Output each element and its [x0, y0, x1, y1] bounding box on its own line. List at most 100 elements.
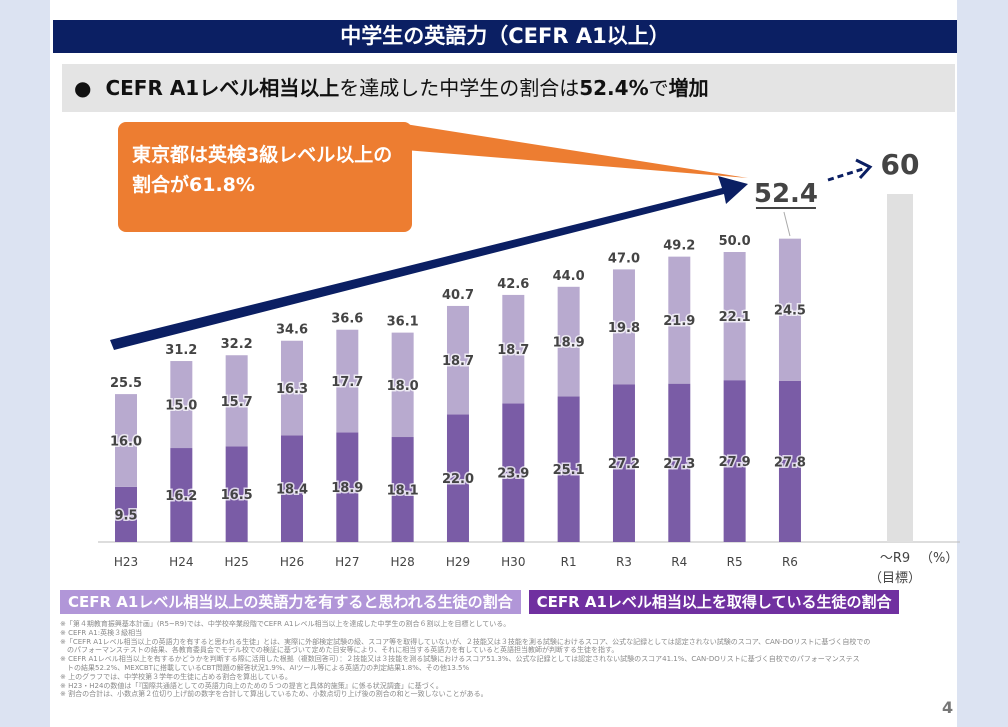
bar-value-label: 18.0: [387, 379, 419, 394]
unit-label: （%）: [920, 551, 958, 566]
total-label: 25.5: [110, 376, 142, 391]
subtitle: ● CEFR A1レベル相当以上を達成した中学生の割合は52.4%で増加: [62, 64, 955, 112]
x-tick-label: H27: [335, 555, 359, 569]
total-label-highlight: 52.4: [754, 179, 818, 209]
bar-value-label: 16.2: [165, 489, 197, 504]
x-tick-label: H29: [446, 555, 470, 569]
bar-segment-top: [557, 286, 580, 397]
bar-value-label: 18.9: [331, 481, 363, 496]
bar-value-label: 25.1: [553, 463, 585, 478]
dashed-arrow: [827, 166, 867, 182]
subtitle-end: で: [648, 76, 669, 100]
footnote: ※「第４期教育振興基本計画」(R5~R9)では、中学校卒業段階でCEFR A1レ…: [60, 620, 511, 628]
bar-value-label: 16.3: [276, 382, 308, 397]
bar-segment-bottom: [778, 380, 801, 542]
bar-segment-bottom: [115, 486, 137, 542]
legend: CEFR A1レベル相当以上の英語力を有すると思われる生徒の割合 CEFR A1…: [60, 590, 900, 614]
bar-value-label: 15.0: [165, 399, 197, 414]
trend-arrow: [110, 176, 748, 350]
bar-value-label: 15.7: [221, 395, 253, 410]
subtitle-bold-1: CEFR A1レベル相当以上: [105, 76, 340, 100]
total-label: 36.6: [331, 312, 363, 327]
subtitle-mid: を達成した中学生の割合は: [339, 76, 580, 100]
bar-value-label: 18.7: [497, 343, 529, 358]
x-tick-sublabel: （目標）: [869, 571, 921, 586]
dashed-arrow-head: [855, 158, 873, 180]
x-tick-label: R3: [616, 555, 632, 569]
bar-segment-bottom: [391, 437, 414, 542]
page-number: 4: [942, 698, 954, 717]
bar-segment-top: [446, 305, 469, 415]
bar-value-label: 18.7: [442, 354, 474, 369]
footnote: ※ CEFR A1:英検３級相当: [60, 628, 143, 637]
bar-segment-bottom: [225, 446, 248, 542]
bar-value-label: 18.1: [387, 484, 419, 499]
bar-value-label: 22.0: [442, 472, 474, 487]
footnote: ※ 上のグラフでは、中学校第３学年の生徒に占める割合を算出している。: [60, 672, 292, 681]
x-tick-label: H26: [280, 555, 304, 569]
bar-segment-bottom: [336, 432, 359, 542]
bullet: ●: [74, 76, 92, 100]
bar-segment-top: [502, 294, 525, 404]
x-tick-label: H24: [169, 555, 193, 569]
total-label: 49.2: [663, 239, 695, 254]
total-label: 32.2: [221, 337, 253, 352]
footnote: ※ 割合の合計は、小数点第２位切り上げ前の数字を合計して算出しているため、小数点…: [60, 690, 488, 699]
bar-value-label: 21.9: [663, 314, 695, 329]
page-title: 中学生の英語力（CEFR A1以上）: [53, 20, 957, 53]
bar-value-label: 24.5: [774, 304, 806, 319]
bar-value-label: 16.0: [110, 435, 142, 450]
callout-tail: [405, 124, 748, 178]
footnote: ※「CEFR A1レベル相当以上の英語力を有すると思われる生徒」とは、実際に外部…: [60, 637, 871, 646]
bar-value-label: 9.5: [114, 508, 137, 523]
total-label: 47.0: [608, 251, 640, 266]
leader-line: [783, 211, 791, 237]
x-tick-label: ～R9: [880, 551, 910, 566]
footnote: ※ H23・H24の数値は「『国際共通語としての英語力向上のための５つの提言と具…: [60, 681, 443, 690]
x-tick-label: H23: [114, 555, 138, 569]
total-label: 50.0: [719, 234, 751, 249]
bar-value-label: 17.7: [331, 375, 363, 390]
total-label: 42.6: [497, 277, 529, 292]
bar-segment-top: [612, 269, 635, 385]
bar-segment-bottom: [280, 435, 303, 542]
subtitle-bold-2: 52.4%: [579, 76, 649, 100]
bar-value-label: 19.8: [608, 321, 640, 336]
bar-value-label: 27.9: [719, 455, 751, 470]
bar-segment-bottom: [723, 380, 746, 542]
legend-bottom-series: CEFR A1レベル相当以上を取得している生徒の割合: [528, 590, 900, 614]
total-label: 44.0: [553, 269, 585, 284]
bar-segment-top: [336, 329, 359, 433]
bar-value-label: 27.3: [663, 457, 695, 472]
x-tick-label: R6: [782, 555, 798, 569]
legend-top-series: CEFR A1レベル相当以上の英語力を有すると思われる生徒の割合: [60, 590, 521, 614]
x-tick-label: R5: [727, 555, 743, 569]
bar-segment-bottom: [612, 384, 635, 542]
total-label: 40.7: [442, 288, 474, 303]
bar-value-label: 18.9: [553, 336, 585, 351]
bar-value-label: 18.4: [276, 483, 308, 498]
x-tick-label: H30: [501, 555, 525, 569]
footnote: ※ CEFR A1レベル相当以上を有するかどうかを判断する際に活用した根拠（複数…: [60, 655, 860, 664]
footnote: トの結果52.2%、MEXCBTに搭載しているCBT問題の解答状況1.9%、AI…: [60, 663, 470, 672]
total-label: 34.6: [276, 323, 308, 338]
bar-value-label: 22.1: [719, 310, 751, 325]
x-tick-label: H28: [391, 555, 415, 569]
callout-tokyo: 東京都は英検3級レベル以上の割合が61.8%: [118, 122, 412, 232]
total-label: 31.2: [165, 343, 197, 358]
bar-segment-bottom: [502, 403, 525, 542]
bar-segment-bottom: [557, 396, 580, 542]
bar-segment-top: [391, 332, 414, 438]
bar-segment-bottom: [170, 448, 193, 542]
bar-segment-top: [723, 252, 746, 381]
bar-value-label: 27.2: [608, 457, 640, 472]
x-tick-label: R4: [671, 555, 687, 569]
total-label: 36.1: [387, 315, 419, 330]
bar-segment-bottom: [668, 383, 691, 542]
bar-value-label: 27.8: [774, 455, 806, 470]
footnote: のパフォーマンステストの結果、各教育委員会でモデル校での検証に基づいて定めた目安…: [60, 646, 619, 655]
bar-segment-top: [280, 340, 303, 436]
bar-value-label: 16.5: [221, 488, 253, 503]
bar-segment-top: [668, 256, 691, 384]
